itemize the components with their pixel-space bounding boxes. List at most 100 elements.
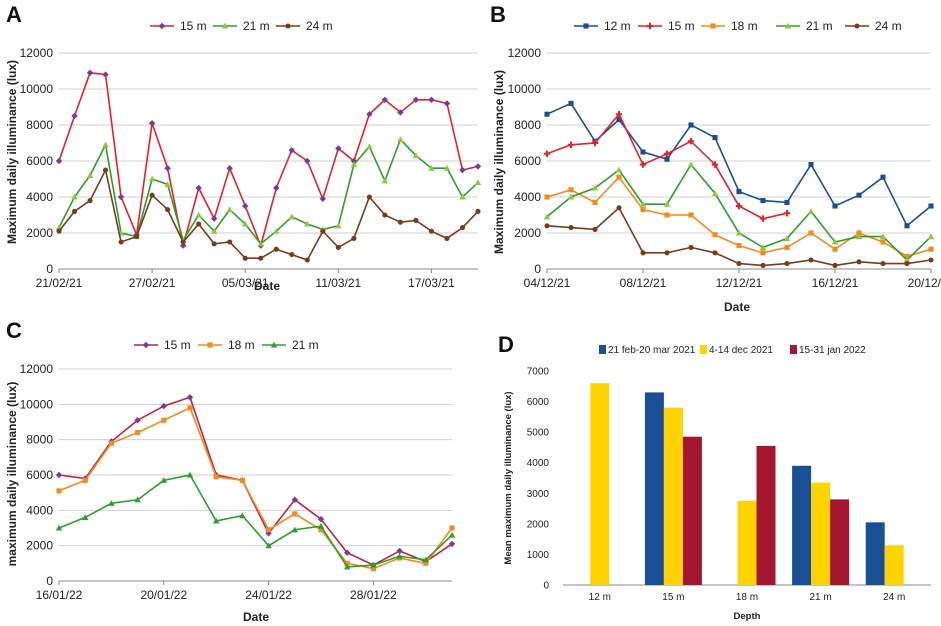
legend-label-18-m: 18 m [228, 338, 255, 352]
legend-item-4-14-dec-2021: 4-14 dec 2021 [700, 345, 773, 356]
data-point-15-m [735, 202, 743, 210]
legend-label-15-m: 15 m [668, 19, 695, 33]
series-line-21-m [58, 137, 479, 245]
legend-item-24-m: 24 m [845, 19, 902, 33]
data-point-15-m [474, 163, 482, 170]
data-point-15-m [663, 150, 671, 157]
legend-marker-18-m [207, 342, 213, 348]
data-point-24-m [149, 192, 155, 198]
x-tick-label-d: 15 m [662, 592, 684, 603]
data-point-21-m [86, 172, 94, 178]
data-point-12-m [568, 100, 574, 106]
data-point-21-m [55, 524, 63, 531]
data-point-24-m [71, 208, 78, 214]
data-point-24-m [616, 205, 622, 211]
data-point-21-m [759, 244, 767, 250]
data-point-21-m [927, 233, 935, 240]
data-point-24-m [592, 226, 598, 232]
legend-b: 12 m 15 m 18 m 21 m 24 m [574, 19, 902, 33]
grid-a [59, 52, 478, 270]
y-tick-label-a: 4000 [26, 190, 53, 204]
legend-swatch-15-31-jan-2022 [790, 345, 797, 354]
legend-swatch-4-14-dec-2021 [700, 345, 707, 354]
data-point-24-m [736, 261, 742, 267]
data-point-24-m [304, 257, 310, 263]
data-point-24-m [289, 252, 295, 258]
series-21-m-c [55, 471, 456, 570]
legend-item-21-m: 21 m [262, 338, 319, 352]
data-point-18-m [423, 560, 429, 566]
data-point-15-m [265, 530, 272, 537]
legend-swatch-21-feb-20-mar-2021 [599, 345, 606, 354]
data-point-15-m [291, 496, 298, 503]
data-point-21-m [370, 561, 377, 568]
data-point-18-m [928, 246, 934, 252]
data-point-15-m [160, 402, 167, 410]
series-b [543, 100, 935, 268]
data-point-21-m [134, 496, 141, 503]
data-point-15-m [210, 215, 218, 222]
data-point-21-m [164, 181, 171, 187]
data-point-15-m [783, 210, 791, 217]
data-point-24-m [784, 261, 790, 267]
x-tick-label-d: 18 m [736, 592, 758, 603]
y-tick-label-a: 6000 [26, 154, 53, 168]
y-ticks-b: 0 2000 4000 6000 8000 10000 12000 [508, 46, 542, 276]
data-point-12-m [712, 135, 718, 141]
data-point-21-m [213, 517, 220, 524]
data-point-24-m [227, 239, 233, 245]
y-tick-label-b: 2000 [514, 226, 541, 240]
data-point-15-m [687, 138, 695, 145]
data-point-21-m [291, 526, 298, 533]
data-point-21-m [591, 184, 599, 191]
panel-d: D 21 feb-20 mar 2021 4-14 dec 2021 15-31 j… [498, 332, 931, 622]
data-point-15-m [615, 111, 623, 118]
data-point-21-m [412, 152, 420, 159]
data-point-24-m [904, 261, 910, 267]
data-point-24-m [640, 250, 646, 256]
data-point-21-m [879, 233, 887, 240]
y-axis-label-b: Maximum daily illuminance (lux) [492, 70, 506, 254]
legend-label-4-14-dec-2021: 4-14 dec 2021 [709, 345, 773, 356]
data-point-21-m [543, 213, 551, 220]
data-point-18-m [880, 239, 886, 245]
data-point-12-m [880, 174, 886, 180]
data-point-24-m [664, 250, 670, 256]
data-point-15-m [134, 417, 141, 424]
data-point-21-m [195, 211, 202, 218]
series-24-m-b [544, 205, 934, 268]
data-point-15-m [117, 193, 125, 201]
bar-15-31-jan-2022-21-m [830, 499, 850, 585]
data-point-24-m [196, 221, 202, 227]
data-point-15-m [102, 71, 109, 78]
legend-c: 15 m 18 m 21 m [134, 338, 319, 352]
x-tick-label-c: 16/01/22 [36, 588, 83, 602]
series-18-m-c [56, 405, 455, 572]
data-point-15-m [397, 109, 404, 116]
data-point-24-m [544, 223, 550, 229]
y-ticks-c: 0 2000 4000 6000 8000 10000 12000 [20, 362, 54, 588]
legend-marker-12-m [583, 23, 589, 29]
y-tick-label-d: 5000 [527, 428, 550, 439]
y-tick-label-d: 7000 [527, 367, 550, 378]
legend-d: 21 feb-20 mar 2021 4-14 dec 2021 15-31 jan… [599, 345, 866, 356]
legend-label-24-m: 24 m [306, 19, 333, 33]
data-point-24-m [568, 225, 574, 231]
data-point-21-m [711, 190, 719, 196]
y-tick-label-b: 0 [534, 262, 541, 276]
data-point-21-m [903, 256, 911, 263]
data-point-21-m [148, 175, 156, 182]
series-line-15-m [58, 396, 453, 566]
data-point-24-m [413, 217, 419, 223]
data-point-21-m [102, 141, 109, 148]
data-point-21-m [735, 229, 743, 236]
data-point-21-m [108, 500, 115, 506]
y-tick-label-c: 6000 [26, 468, 53, 482]
y-axis-label-c: maximum daily illuminance (lux) [5, 382, 19, 567]
data-point-12-m [832, 203, 838, 209]
x-tick-label-d: 12 m [589, 592, 611, 603]
bar-4-14-dec-2021-24-m [884, 545, 904, 585]
panel-label-c: C [6, 318, 22, 343]
data-point-18-m [616, 174, 622, 180]
data-point-21-m [304, 220, 311, 227]
